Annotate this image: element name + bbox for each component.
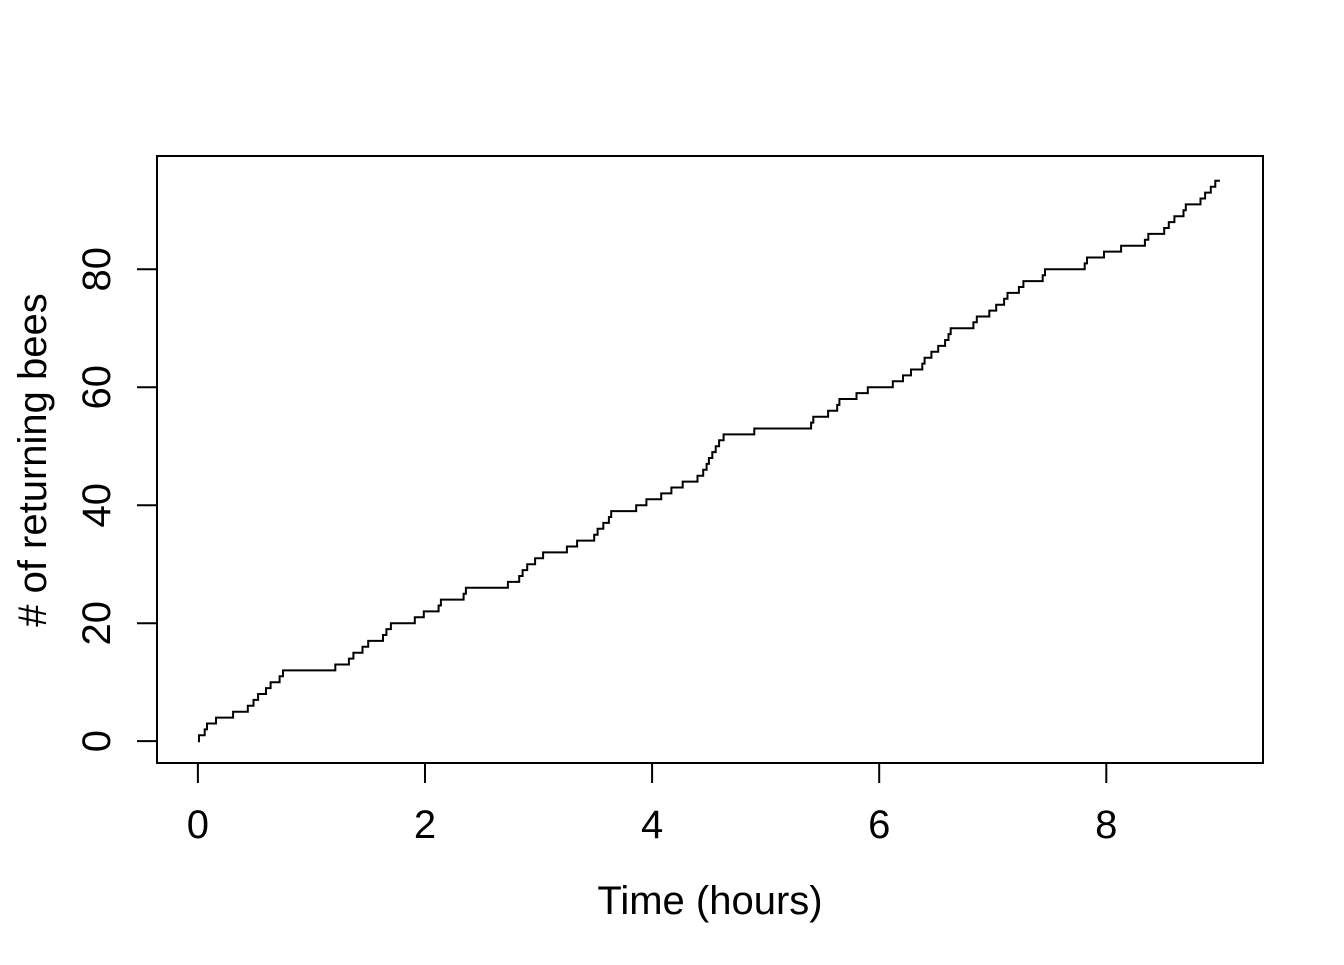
x-axis: 0 2 4 6 8 — [187, 763, 1117, 847]
x-axis-title: Time (hours) — [597, 879, 822, 923]
y-axis-title: # of returning bees — [11, 293, 55, 627]
step-curve — [197, 179, 1220, 743]
x-tick-label: 4 — [641, 803, 663, 847]
y-tick-label: 80 — [75, 247, 119, 292]
x-tick-label: 6 — [868, 803, 890, 847]
y-tick-label: 60 — [75, 365, 119, 410]
x-tick-label: 8 — [1095, 803, 1117, 847]
y-tick-label: 40 — [75, 483, 119, 527]
y-tick-label: 20 — [75, 601, 119, 646]
x-tick-label: 0 — [187, 803, 209, 847]
y-axis: 0 20 40 60 80 — [75, 247, 157, 752]
plot-box — [156, 155, 1264, 764]
x-tick-label: 2 — [414, 803, 436, 847]
y-tick-label: 0 — [75, 730, 119, 752]
